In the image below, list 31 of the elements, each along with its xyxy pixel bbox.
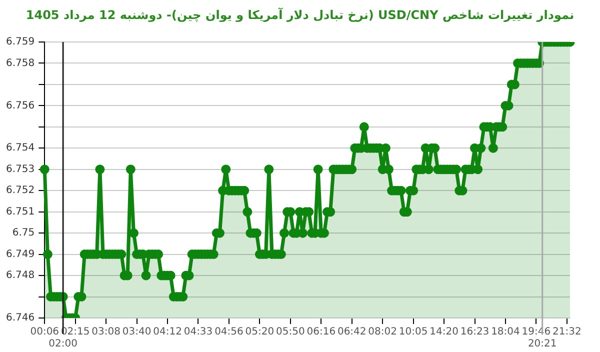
y-tick-label: 6.758 [6, 58, 35, 69]
y-tick-label: 6.748 [6, 270, 35, 282]
y-tick-label: 6.753 [6, 164, 35, 175]
chart-title: نمودار تغییرات شاخص USD/CNY (نرخ تبادل دلار آمریکا و یوان چین)- دوشنبه 12 مرداد 1405 [26, 7, 574, 22]
x-tick-label: 03:08 [92, 326, 120, 338]
x-tick-label: 06:42 [337, 326, 366, 338]
y-tick-label: 6.746 [6, 312, 35, 324]
x-tick-label: 21:32 [552, 326, 582, 338]
x-tick-label: 02:00 [48, 338, 78, 350]
y-tick-label: 6.75 [12, 228, 35, 239]
x-tick-label: 08:02 [368, 326, 397, 338]
x-tick-label: 03:40 [122, 326, 152, 338]
y-tick-label: 6.756 [6, 100, 35, 112]
x-tick-label: 14:20 [430, 326, 458, 338]
x-tick-label: 00:06 [30, 326, 60, 338]
y-tick-label: 6.754 [6, 142, 35, 154]
x-tick-label: 05:20 [245, 326, 274, 338]
x-tick-label: 04:33 [184, 326, 213, 338]
x-tick-label: 20:21 [528, 338, 557, 350]
x-tick-label: 16:23 [460, 326, 490, 338]
y-tick-label: 6.749 [6, 248, 35, 260]
x-tick-label: 02:15 [60, 326, 90, 338]
x-tick-label: 04:12 [153, 326, 182, 338]
y-tick-label: 6.759 [6, 36, 35, 48]
x-tick-label: 06:16 [306, 326, 336, 338]
x-tick-label: 04:56 [214, 326, 244, 338]
y-tick-label: 6.752 [6, 185, 35, 196]
x-tick-label: 18:04 [491, 326, 520, 338]
y-tick-label: 6.751 [6, 206, 35, 218]
x-tick-label: 10:05 [398, 326, 428, 338]
x-tick-label: 05:50 [276, 326, 305, 338]
